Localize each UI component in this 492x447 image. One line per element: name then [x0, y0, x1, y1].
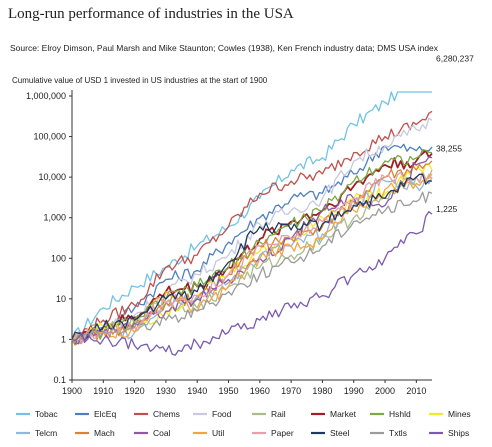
end-label-ships: 1,225: [436, 204, 458, 214]
legend-label-mach: Mach: [94, 428, 115, 438]
series-lines: [71, 91, 433, 356]
y-tick-label: 100: [51, 253, 66, 263]
x-tick-label: 1950: [219, 386, 239, 396]
x-tick-label: 2010: [406, 386, 426, 396]
legend-label-elceq: ElcEq: [94, 409, 116, 419]
series-line-txtls: [71, 191, 433, 344]
end-labels: 6,280,237 38,255 1,225: [436, 54, 474, 215]
axes: [69, 90, 432, 383]
end-label-market: 38,255: [436, 144, 462, 154]
legend-label-market: Market: [330, 409, 357, 419]
legend-label-food: Food: [212, 409, 232, 419]
x-tick-label: 1900: [62, 386, 82, 396]
end-label-tobac: 6,280,237: [436, 54, 474, 64]
x-tick-label: 1910: [93, 386, 113, 396]
series-line-chems: [71, 110, 433, 341]
y-tick-label: 0.1: [53, 375, 66, 385]
series-line-steel: [71, 173, 433, 342]
legend-label-rail: Rail: [271, 409, 286, 419]
y-tick-label: 1,000: [43, 213, 66, 223]
y-tick-label: 1,000,000: [26, 91, 66, 101]
x-tick-label: 1930: [156, 386, 176, 396]
x-tick-label: 2000: [375, 386, 395, 396]
legend-label-telcm: Telcm: [35, 428, 57, 438]
series-line-market: [71, 149, 433, 345]
series-line-food: [71, 117, 433, 343]
chart-subtitle: Cumulative value of USD 1 invested in US…: [12, 76, 268, 85]
legend-label-txtls: Txtls: [389, 428, 407, 438]
legend-label-tobac: Tobac: [35, 409, 58, 419]
x-tick-label: 1960: [250, 386, 270, 396]
x-tick-label: 1990: [344, 386, 364, 396]
legend-label-hshld: Hshld: [389, 409, 411, 419]
series-line-tobac: [71, 91, 432, 340]
x-tick-label: 1920: [125, 386, 145, 396]
legend-label-util: Util: [212, 428, 224, 438]
x-tick-label: 1940: [187, 386, 207, 396]
legend-label-ships: Ships: [448, 428, 469, 438]
legend-label-coal: Coal: [153, 428, 171, 438]
legend-label-steel: Steel: [330, 428, 349, 438]
series-line-ships: [71, 211, 433, 356]
legend: Tobac ElcEq Chems Food Rail Market Hshld Mines T…: [16, 409, 471, 438]
y-tick-label: 100,000: [33, 132, 66, 142]
legend-label-mines: Mines: [448, 409, 471, 419]
y-tick-label: 1: [61, 334, 66, 344]
y-tick-label: 10: [56, 294, 66, 304]
series-line-hshld: [71, 148, 433, 344]
chart-title: Long-run performance of industries in th…: [8, 6, 294, 22]
y-tick-label: 10,000: [38, 172, 66, 182]
source-note: Source: Elroy Dimson, Paul Marsh and Mik…: [10, 43, 439, 53]
legend-label-chems: Chems: [153, 409, 180, 419]
legend-label-paper: Paper: [271, 428, 294, 438]
series-line-paper: [71, 171, 433, 345]
series-line-elceq: [71, 143, 433, 344]
x-tick-label: 1970: [281, 386, 301, 396]
tick-labels: 0.1 1 10 100 1,000 10,000 100,000 1,000,000 1900…: [26, 91, 426, 396]
x-tick-label: 1980: [312, 386, 332, 396]
